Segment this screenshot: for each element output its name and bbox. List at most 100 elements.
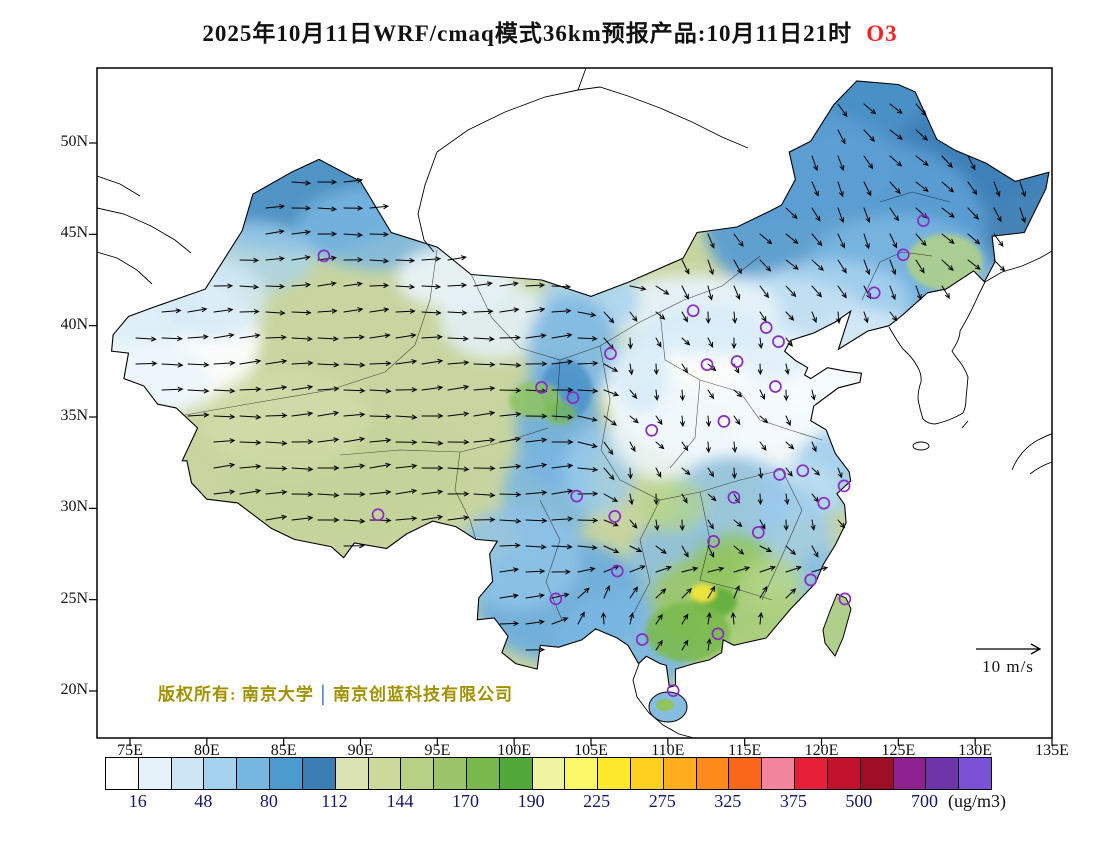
lon-axis-label: 105E	[574, 742, 608, 759]
vietnam-coastline	[632, 663, 695, 738]
colorbar-tick-label: 112	[321, 791, 348, 811]
colorbar-cell	[663, 758, 697, 789]
chart-title: 2025年10月11日WRF/cmaq模式36km预报产品:10月11日21时 O…	[0, 14, 1100, 48]
lon-axis-label: 115E	[728, 742, 762, 759]
lon-axis-label: 85E	[270, 742, 297, 759]
concentration-blob	[907, 234, 983, 290]
province-border-line	[861, 251, 933, 301]
colorbar-unit: (ug/m3)	[948, 791, 1006, 811]
lat-axis-label: 25N	[60, 589, 88, 607]
station-marker	[570, 489, 584, 503]
concentration-blob	[200, 370, 370, 470]
station-marker	[717, 415, 731, 428]
colorbar-cells	[106, 758, 991, 789]
station-marker	[751, 526, 765, 539]
colorbar-cell	[631, 758, 664, 789]
wind-scale-label: 10 m/s	[982, 657, 1034, 676]
concentration-blob	[740, 556, 804, 608]
concentration-blob	[690, 584, 716, 602]
province-border-line	[739, 391, 823, 441]
station-marker	[645, 423, 659, 437]
neighbor-coastlines	[97, 68, 1052, 738]
province-border-line	[539, 499, 563, 621]
colorbar-cell	[171, 758, 205, 789]
concentration-blob	[655, 105, 895, 225]
province-border-line	[669, 379, 701, 469]
wind-vectors	[135, 103, 1026, 653]
lon-axis-label: 75E	[117, 742, 143, 759]
station-marker	[867, 286, 881, 300]
station-marker	[838, 592, 852, 606]
korea-coastline	[888, 281, 986, 425]
station-marker	[817, 496, 831, 510]
province-border-line	[659, 311, 741, 393]
title-text: 2025年10月11日WRF/cmaq模式36km预报产品:10月11日21时	[202, 21, 853, 46]
colorbar-cell	[926, 758, 960, 789]
station-marker	[837, 479, 851, 493]
station-marker	[610, 564, 624, 578]
colorbar-tick-label: 225	[583, 791, 611, 811]
station-markers	[317, 214, 930, 697]
axis-ticks	[89, 142, 1053, 746]
colorbar-tick-label: 325	[714, 791, 742, 811]
station-marker	[804, 573, 818, 587]
lon-axis-label: 120E	[804, 742, 839, 759]
lat-axis-label: 40N	[60, 315, 88, 333]
colorbar-tick-label: 170	[452, 791, 480, 811]
station-marker	[772, 335, 785, 348]
colorbar-cell	[827, 758, 861, 789]
colorbar-tick-label: 80	[259, 791, 278, 811]
mongolia-west-border	[417, 151, 438, 253]
concentration-blob	[440, 280, 550, 360]
colorbar-tick-label: 16	[128, 791, 147, 811]
colorbar-cell	[335, 758, 369, 789]
colorbar-tick-label: 48	[194, 791, 213, 811]
colorbar	[105, 757, 992, 790]
station-marker	[727, 491, 741, 504]
colorbar-cell	[729, 758, 763, 789]
lon-axis-label: 130E	[958, 742, 993, 759]
station-marker	[759, 321, 773, 334]
colorbar-tick-label: 275	[648, 791, 676, 811]
concentration-blob	[646, 602, 730, 662]
colorbar-tick-label: 190	[517, 791, 545, 811]
russia-coastline	[984, 250, 1052, 283]
station-marker	[896, 248, 910, 262]
province-border-line	[184, 249, 438, 416]
lon-axis-label: 110E	[651, 742, 685, 759]
colorbar-tick-label: 375	[779, 791, 807, 811]
station-marker	[535, 381, 548, 394]
mongolia-russia-border	[436, 68, 749, 153]
colorbar-tick-label: 144	[386, 791, 414, 811]
colorbar-cell	[860, 758, 894, 789]
central-asia-borders	[97, 175, 192, 285]
concentration-blob	[610, 330, 670, 414]
copyright-prefix: 版权所有: 南京大学	[158, 685, 314, 704]
colorbar-cell	[466, 758, 500, 789]
station-marker	[707, 535, 720, 548]
hainan-fill-spot	[656, 699, 674, 711]
station-marker	[371, 508, 385, 522]
colorbar-cell	[368, 758, 402, 789]
colorbar-cell	[204, 758, 238, 789]
station-marker	[604, 347, 617, 360]
colorbar-cell	[499, 758, 533, 789]
lon-axis-label: 125E	[881, 742, 916, 759]
lon-axis-label: 95E	[424, 742, 451, 759]
colorbar-tick-labels: 16 48 80 112 144 170 190 225 275 325 375 500 700	[0, 791, 1100, 817]
station-marker	[608, 510, 622, 523]
colorbar-cell	[598, 758, 631, 789]
wind-scale-arrow	[976, 643, 1042, 655]
japan-kyushu-coastline	[961, 420, 1052, 475]
station-marker	[549, 592, 563, 606]
colorbar-cell	[532, 758, 566, 789]
colorbar-cell	[270, 758, 303, 789]
colorbar-tick-label: 700	[910, 791, 938, 811]
map-frame	[96, 67, 1053, 739]
station-marker	[700, 358, 714, 371]
colorbar-cell	[237, 758, 271, 789]
concentration-blob	[544, 401, 576, 425]
concentration-blob	[163, 260, 267, 340]
